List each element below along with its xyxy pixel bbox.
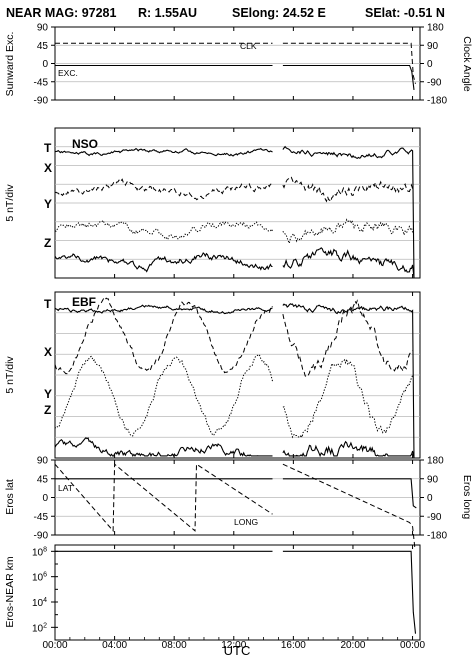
exc-annotation: EXC. — [58, 68, 78, 78]
nso-z-line — [282, 247, 415, 279]
distance-tick-label: 104 — [32, 597, 47, 609]
data-lines — [54, 42, 417, 634]
x-tick-label: 04:00 — [102, 640, 127, 651]
eros-lat-ylabel: Eros lat — [4, 479, 16, 515]
eros-right-tick-label: -180 — [427, 531, 447, 542]
eros-right-tick-label: 0 — [427, 493, 433, 504]
sunward-left-tick-label: 90 — [37, 23, 49, 34]
ebf-t-line — [54, 304, 273, 315]
x-tick-label: 00:00 — [42, 640, 67, 651]
distance-tick-label: 108 — [32, 546, 47, 558]
eros-long-line — [54, 463, 273, 533]
title-selat: SElat: -0.51 N — [365, 6, 445, 20]
title-distance: R: 1.55AU — [138, 6, 197, 20]
nso-ylabel: 5 nT/div — [4, 184, 16, 222]
eros-long-line — [282, 463, 416, 548]
sunward-ylabel: Sunward Exc. — [4, 32, 16, 97]
lat-annotation: LAT — [58, 483, 73, 493]
clock-angle-ylabel: Clock Angle — [461, 36, 473, 92]
eros-long-ylabel: Eros long — [461, 475, 473, 520]
distance-ylabel: Eros-NEAR km — [4, 556, 16, 627]
ebf-y-line — [54, 353, 273, 437]
eros-right-tick-label: 180 — [427, 456, 444, 467]
x-axis-label: UTC — [224, 643, 251, 656]
ebf-t-letter: T — [44, 297, 52, 311]
eros-left-tick-label: -90 — [34, 531, 49, 542]
sunward-right-tick-label: 90 — [427, 41, 439, 52]
sunward-right-tick-label: -180 — [427, 96, 447, 107]
eros-left-tick-label: 0 — [42, 493, 48, 504]
distance-line — [282, 550, 417, 634]
sunward-right-tick-label: 0 — [427, 59, 433, 70]
ebf-z-letter: Z — [44, 403, 51, 417]
ebf-x-letter: X — [44, 345, 52, 359]
eros-left-tick-label: 90 — [37, 456, 49, 467]
clk-annotation: CLK — [240, 41, 257, 51]
ebf-z-line — [54, 437, 273, 458]
eros-left-tick-label: 45 — [37, 474, 49, 485]
x-tick-label: 00:00 — [400, 640, 425, 651]
ebf-y-line — [282, 358, 414, 439]
nso-z-line — [54, 252, 273, 273]
eros-left-tick-label: -45 — [34, 512, 49, 523]
sunward-left-tick-label: 45 — [37, 41, 49, 52]
ebf-ylabel: 5 nT/div — [4, 356, 16, 394]
nso-t-letter: T — [44, 141, 52, 155]
nso-t-line — [282, 145, 415, 279]
ebf-z-line — [282, 440, 415, 459]
eros-right-tick-label: -90 — [427, 512, 442, 523]
grid-lines — [51, 26, 424, 641]
eros-lat-line — [282, 478, 417, 509]
sunward-right-tick-label: 180 — [427, 23, 444, 34]
sunward-left-tick-label: -90 — [34, 96, 49, 107]
x-tick-label: 16:00 — [281, 640, 306, 651]
long-annotation: LONG — [234, 517, 258, 527]
ebf-y-letter: Y — [44, 387, 52, 401]
x-tick-label: 20:00 — [340, 640, 365, 651]
eros-right-tick-label: 90 — [427, 474, 439, 485]
tick-labels: 90 180 45 90 0 0 -45 -90 -90 -180 90 180 45 90 0 0 -45 -9… — [32, 23, 447, 652]
nso-y-line — [282, 218, 414, 245]
nso-x-line — [54, 178, 273, 201]
sunward-left-tick-label: -45 — [34, 77, 49, 88]
nso-t-line — [54, 147, 273, 157]
nso-x-letter: X — [44, 161, 52, 175]
sunward-clk-line — [282, 42, 416, 84]
nso-panel-label: NSO — [72, 137, 98, 151]
ebf-panel-label: EBF — [72, 295, 96, 309]
sunward-exc-line — [282, 64, 415, 90]
distance-panel-frame — [54, 544, 421, 641]
ebf-x-line — [54, 297, 273, 375]
sunward-right-tick-label: -90 — [427, 77, 442, 88]
nso-y-letter: Y — [44, 197, 52, 211]
ebf-x-line — [282, 299, 414, 378]
nso-x-line — [282, 176, 414, 203]
title-selong: SElong: 24.52 E — [232, 6, 326, 20]
distance-tick-label: 106 — [32, 572, 47, 584]
ebf-t-line — [282, 303, 415, 459]
nso-z-letter: Z — [44, 236, 51, 250]
x-tick-label: 12:00 — [221, 640, 246, 651]
sunward-left-tick-label: 0 — [42, 59, 48, 70]
x-tick-label: 08:00 — [162, 640, 187, 651]
distance-tick-label: 102 — [32, 622, 47, 634]
nso-y-line — [54, 219, 273, 240]
title-prefix: NEAR MAG: 97281 — [6, 6, 116, 20]
